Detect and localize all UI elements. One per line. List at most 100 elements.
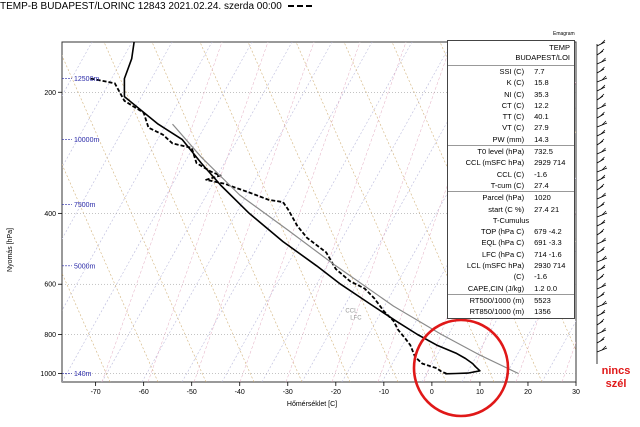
stats-value: 7.7: [534, 67, 545, 76]
stats-row: LCL (mSFC hPa) 2930 714: [448, 260, 574, 271]
stats-row: TT (C) 40.1: [448, 111, 574, 122]
wind-barb-feather: [600, 336, 605, 342]
stats-label: K (C): [506, 78, 525, 88]
x-tick-label: -60: [139, 389, 149, 396]
wind-barb-feather: [600, 246, 605, 252]
isotherm-line: [501, 248, 576, 382]
isotherm-line: [141, 42, 333, 382]
dry-adiabat-line: [199, 42, 351, 382]
stats-row: NI (C) 35.3: [448, 89, 574, 100]
isotherm-line: [62, 42, 213, 312]
stats-head-temp: TEMP: [549, 43, 570, 52]
wind-barb-feather: [600, 129, 606, 135]
isotherm-line: [582, 42, 640, 382]
x-tick-label: -10: [379, 389, 389, 396]
wind-barb-feather: [601, 147, 606, 153]
x-tick-label: 20: [524, 389, 532, 396]
stats-value: 35.3: [534, 89, 549, 99]
x-tick-label: -30: [283, 389, 293, 396]
annotation-line1: nincs: [601, 365, 631, 377]
stats-label: T0 level (hPa): [448, 145, 527, 158]
dry-adiabat-line: [0, 42, 14, 382]
stats-row: TOP (hPa C) 679 -4.2: [448, 226, 574, 237]
temperature-series: [123, 42, 481, 375]
stats-value: 5523: [526, 293, 574, 307]
stats-row: CCL (C) -1.6: [448, 169, 574, 180]
x-tick-label: -50: [187, 389, 197, 396]
chart-title: TEMP-B BUDAPEST/LORINC 12843 2021.02.24.…: [0, 0, 360, 14]
stats-header: TEMP BUDAPEST/LOI: [448, 41, 574, 66]
wind-barb-feather: [601, 75, 607, 81]
mixing-ratio-line: [239, 42, 361, 382]
stats-label: SSI (C): [499, 67, 525, 76]
wind-barb-feather: [600, 291, 605, 297]
stats-value: 40.1: [534, 112, 549, 122]
stats-label: (C): [513, 272, 525, 282]
stats-label: TT (C): [502, 112, 525, 122]
height-label: 5000m: [74, 263, 96, 270]
mixing-ratio-line: [608, 42, 640, 382]
wind-barb-feather: [601, 237, 606, 243]
stats-label: CAPE,CIN (J/kg): [467, 283, 525, 293]
wind-annotation: nincs szél: [596, 365, 636, 391]
wind-barb-feather: [601, 345, 607, 351]
stats-value: -1.6: [534, 169, 548, 179]
stats-row: (C) -1.6: [448, 271, 574, 282]
wind-barb-feather: [599, 273, 605, 279]
y-tick-label: 800: [44, 332, 56, 339]
wind-barb-feather: [601, 300, 607, 306]
stats-value: 2930 714: [534, 261, 566, 271]
stats-row: T0 level (hPa) 732.5: [448, 145, 574, 158]
y-tick-label: 400: [44, 211, 56, 218]
profile-series: [90, 42, 519, 375]
x-tick-label: -20: [331, 389, 341, 396]
mixing-ratio-line: [331, 42, 453, 382]
wind-barb-feather: [599, 228, 605, 234]
stats-label: T-cum (C): [490, 180, 525, 190]
x-tick-label: 0: [430, 389, 434, 396]
isotherm-line: [62, 42, 173, 240]
stats-value: 1.2 0.0: [534, 283, 558, 293]
wind-barb-feather: [599, 318, 605, 324]
wind-barb-feather: [601, 102, 606, 108]
height-label: 7500m: [74, 202, 96, 209]
x-tick-label: -70: [91, 389, 101, 396]
wind-barb-feather: [600, 201, 605, 207]
isotherm-line: [62, 42, 133, 168]
stats-label: TOP (hPa C): [481, 227, 525, 237]
stats-row: RT850/1000 (m) 1356: [448, 306, 574, 317]
isotherm-line: [622, 42, 640, 382]
stats-value: 1020: [526, 191, 574, 204]
dry-adiabat-line: [62, 163, 159, 382]
isotherm-line: [221, 42, 413, 382]
stats-label: CCL (mSFC hPa): [465, 158, 525, 168]
wind-barb-feather: [601, 255, 607, 261]
stats-label: RT500/1000 (m): [448, 293, 527, 307]
stats-row: start (C %) 27.4 21: [448, 204, 574, 215]
stats-row: CT (C) 12.2: [448, 100, 574, 111]
y-axis-label: Nyomás [hPa]: [7, 228, 14, 272]
stats-label: NI (C): [504, 89, 525, 99]
stats-row: K (C) 15.8: [448, 77, 574, 88]
wind-barb-feather: [601, 192, 606, 198]
legend-dashed-line: [287, 5, 312, 8]
mixing-ratio-line: [147, 42, 269, 382]
stats-label: LCL (mSFC hPa): [466, 261, 525, 271]
stats-row: RT500/1000 (m) 5523: [448, 293, 574, 307]
stats-row: CAPE,CIN (J/kg) 1.2 0.0: [448, 283, 574, 295]
wind-barb-feather: [601, 165, 607, 171]
wind-barb-feather: [599, 93, 605, 99]
isotherm-line: [0, 42, 12, 382]
dry-adiabat-line: [103, 42, 255, 382]
stats-value: 2929 714: [534, 158, 566, 168]
wind-barb-feather: [600, 84, 606, 90]
isotherm-line: [541, 320, 576, 382]
stats-value: 691 -3.3: [534, 238, 562, 248]
stats-value: 14.3: [534, 134, 549, 144]
stats-value: 15.8: [534, 78, 549, 88]
x-axis-label: Hőmérséklet [C]: [287, 401, 337, 408]
mixing-ratio-line: [515, 211, 576, 382]
stats-row: PW (mm) 14.3: [448, 134, 574, 146]
wind-barb-feather: [600, 264, 606, 270]
wind-barb-feather: [601, 57, 606, 63]
